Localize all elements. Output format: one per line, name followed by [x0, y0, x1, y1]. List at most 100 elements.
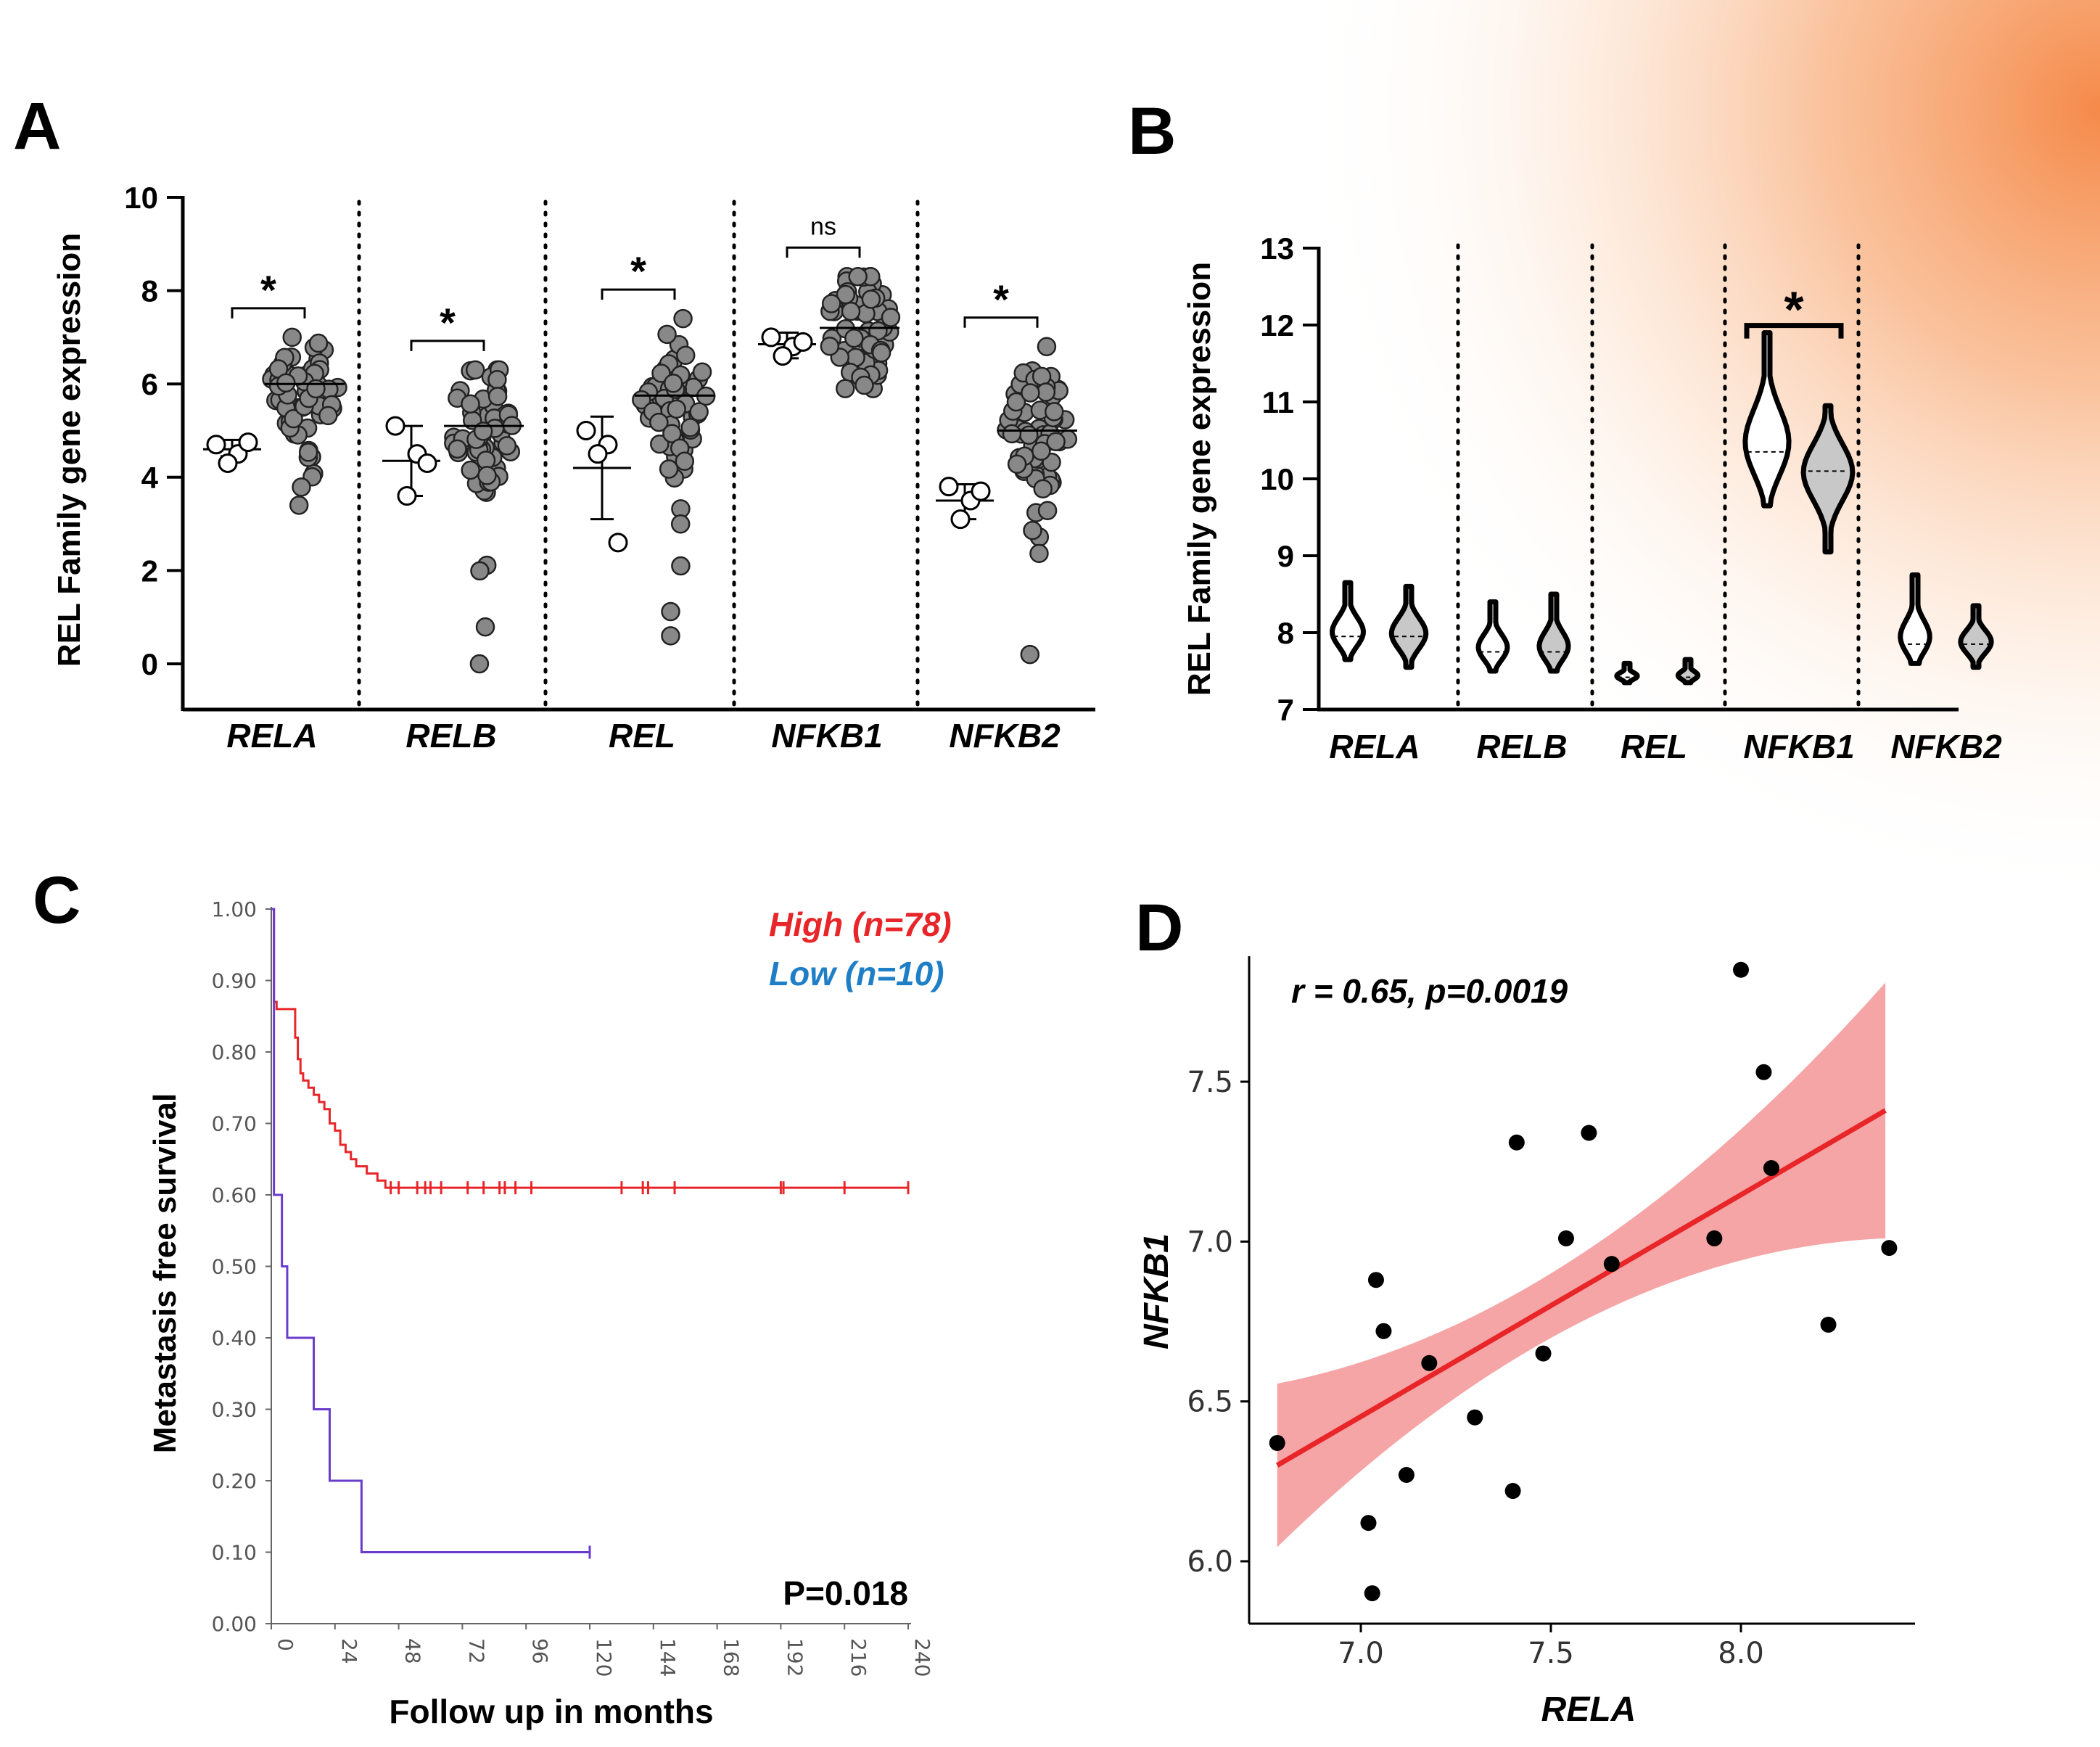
c-y-tick-label: 0.60 [212, 1183, 257, 1207]
a-tumor-point [306, 379, 326, 399]
b-x-tick-label: RELA [1329, 728, 1420, 765]
c-x-tick-label: 48 [401, 1638, 425, 1664]
c-x-tick-label: 0 [273, 1638, 297, 1651]
a-tumor-point [692, 362, 712, 382]
a-tumor-point [821, 294, 841, 313]
a-tumor-point [465, 360, 485, 380]
a-tumor-point [1032, 441, 1051, 461]
a-tumor-point [1032, 366, 1052, 387]
a-tumor-point [649, 412, 669, 432]
b-y-tick-label: 12 [1260, 308, 1294, 342]
c-x-tick-label: 144 [656, 1638, 680, 1677]
b-x-tick-label: NFKB1 [1743, 728, 1854, 765]
b-y-tick-label: 7 [1277, 693, 1294, 727]
a-tumor-point [673, 308, 693, 329]
d-x-tick-label: 7.0 [1338, 1637, 1384, 1670]
b-violin [1614, 660, 1640, 686]
panel-letter-b: B [1128, 94, 1176, 168]
d-data-point [1557, 1230, 1574, 1246]
d-data-point [1706, 1230, 1723, 1246]
a-group-relb: RELB * [382, 300, 524, 755]
b-group-nfkb1: NFKB1 * [1742, 281, 1856, 765]
d-data-point [1421, 1355, 1438, 1371]
a-group-rel: REL * [573, 248, 716, 755]
a-tumor-point [659, 459, 679, 479]
c-series-low-line [271, 908, 590, 1553]
a-tumor-point [308, 333, 329, 353]
c-y-tick-label: 0.70 [212, 1112, 257, 1136]
a-tumor-point [820, 336, 840, 356]
b-violin [1388, 583, 1429, 670]
c-x-tick-label: 240 [910, 1638, 934, 1677]
c-x-tick-label: 120 [592, 1638, 616, 1677]
a-tumor-point [675, 345, 696, 366]
a-y-tick-label: 10 [124, 181, 158, 215]
a-tumor-point [663, 374, 683, 393]
legend-high: High (n=78) [769, 905, 952, 943]
panel-c-p-value: P=0.018 [783, 1574, 908, 1612]
c-x-tick-label: 216 [847, 1638, 870, 1677]
a-tumor-point [657, 324, 677, 345]
a-tumor-point [661, 626, 680, 646]
a-significance-bracket [786, 246, 861, 258]
a-tumor-point [855, 375, 874, 395]
b-significance-bracket [1744, 323, 1844, 339]
panel-d-x-label: RELA [1541, 1690, 1636, 1729]
b-violin [1898, 572, 1932, 666]
a-tumor-point [1029, 543, 1049, 564]
a-control-point [385, 416, 405, 436]
d-data-point [1360, 1515, 1377, 1532]
a-tumor-point [1019, 425, 1039, 445]
d-data-point [1881, 1240, 1898, 1257]
b-violin [1742, 330, 1792, 509]
a-control-point [417, 453, 437, 474]
a-significance-label: * [260, 267, 276, 313]
d-x-tick-label: 7.5 [1528, 1637, 1574, 1670]
c-x-tick-label: 168 [720, 1638, 744, 1677]
d-x-tick-label: 8.0 [1718, 1637, 1764, 1670]
a-tumor-point [675, 451, 695, 472]
d-data-point [1504, 1483, 1521, 1500]
a-tumor-point [298, 443, 318, 462]
a-tumor-point [1044, 402, 1064, 422]
a-significance-bracket [231, 307, 306, 318]
panel-letter-c: C [33, 863, 81, 937]
a-control-point [218, 453, 238, 474]
a-tumor-point [835, 379, 855, 398]
a-control-point [588, 444, 608, 464]
a-tumor-point [1021, 383, 1040, 403]
a-x-tick-label: RELA [226, 717, 317, 755]
b-y-tick-label: 9 [1277, 539, 1294, 573]
a-significance-label: * [440, 300, 456, 345]
panel-a-y-label: REL Family gene expression [52, 233, 87, 667]
a-tumor-point [292, 477, 311, 497]
d-data-point [1755, 1064, 1772, 1080]
a-tumor-point [871, 342, 892, 363]
panel-letter-a: A [13, 89, 61, 163]
c-y-tick-label: 0.50 [212, 1255, 257, 1279]
a-tumor-point [844, 328, 864, 348]
a-tumor-point [1037, 337, 1057, 357]
a-tumor-point [861, 289, 881, 309]
a-control-point [773, 346, 793, 366]
d-confidence-band [1277, 982, 1886, 1547]
a-x-tick-label: RELB [405, 717, 496, 755]
a-group-rela: RELA * [203, 267, 347, 755]
panel-b-violin-plot: REL Family gene expression 7 8 9 10 11 12 13 R… [1182, 231, 2002, 765]
a-tumor-point [1006, 392, 1026, 412]
d-data-point [1467, 1409, 1483, 1426]
d-data-point [1375, 1323, 1392, 1339]
d-data-point [1508, 1134, 1525, 1151]
a-tumor-point [689, 402, 709, 422]
a-tumor-point [650, 434, 670, 454]
d-data-point [1820, 1316, 1837, 1333]
b-y-tick-label: 11 [1262, 385, 1294, 419]
b-group-relb: RELB [1475, 591, 1571, 765]
a-control-point [950, 509, 971, 530]
d-y-tick-label: 7.5 [1187, 1066, 1233, 1099]
c-y-tick-label: 0.30 [212, 1398, 257, 1422]
d-data-point [1733, 961, 1749, 978]
b-violin [1800, 403, 1856, 555]
b-x-tick-label: RELB [1476, 728, 1567, 765]
panel-d-correlation-plot: NFKB1 RELA r = 0.65, p=0.0019 6.0 6.5 7.0 7… [1137, 956, 1915, 1729]
